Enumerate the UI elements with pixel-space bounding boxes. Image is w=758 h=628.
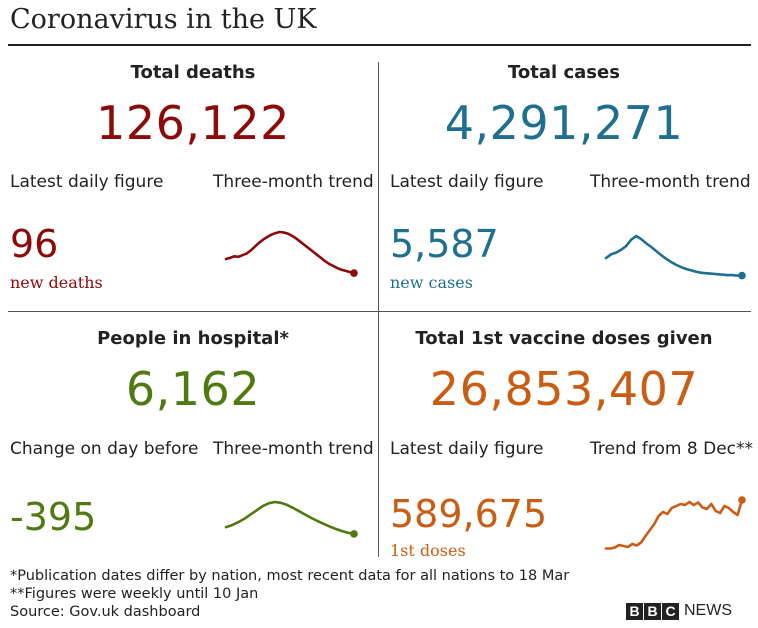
cases-trend-chart	[604, 234, 746, 280]
hospital-left-label: Change on day before	[10, 439, 199, 459]
vaccine-trend-line	[604, 498, 744, 550]
deaths-left-label: Latest daily figure	[10, 172, 164, 192]
footnote-weekly: **Figures were weekly until 10 Jan	[10, 586, 259, 602]
cases-trend-end-marker	[738, 271, 746, 280]
deaths-heading: Total deaths	[130, 62, 256, 83]
cases-heading: Total cases	[508, 62, 620, 83]
vaccine-trend-chart	[604, 496, 746, 550]
footnote-publication: *Publication dates differ by nation, mos…	[10, 568, 570, 584]
cases-trend-line	[604, 234, 744, 277]
bbc-letter: B	[644, 603, 661, 620]
footnote-source: Source: Gov.uk dashboard	[10, 604, 201, 620]
deaths-figure: 96	[10, 222, 59, 266]
bbc-news-logo: B B C NEWS	[626, 601, 732, 620]
bbc-news-word: NEWS	[684, 602, 732, 619]
hospital-trend-chart	[224, 500, 358, 538]
title-rule	[8, 44, 751, 46]
hospital-trend-line	[224, 500, 356, 536]
horizontal-divider	[8, 311, 751, 312]
cases-total: 4,291,271	[444, 96, 684, 150]
vaccine-heading: Total 1st vaccine doses given	[415, 328, 713, 349]
vaccine-trend-end-marker	[738, 496, 746, 504]
page-title: Coronavirus in the UK	[10, 4, 317, 35]
cases-right-label: Three-month trend	[590, 172, 751, 192]
deaths-trend-end-marker	[350, 269, 358, 277]
hospital-heading: People in hospital*	[97, 328, 289, 349]
vaccine-figure: 589,675	[390, 492, 548, 536]
deaths-trend-chart	[224, 230, 358, 277]
hospital-total: 6,162	[125, 362, 261, 416]
deaths-figure-note: new deaths	[10, 273, 103, 292]
vaccine-right-label: Trend from 8 Dec**	[590, 439, 754, 459]
hospital-figure: -395	[10, 495, 97, 539]
deaths-trend-line	[224, 230, 356, 275]
hospital-trend-end-marker	[350, 530, 358, 538]
cases-figure-note: new cases	[390, 273, 473, 292]
cases-left-label: Latest daily figure	[390, 172, 544, 192]
vertical-divider	[378, 62, 379, 557]
vaccine-figure-note: 1st doses	[390, 541, 466, 560]
bbc-letter: C	[662, 603, 679, 620]
deaths-total: 126,122	[96, 96, 290, 150]
cases-figure: 5,587	[390, 222, 499, 266]
vaccine-total: 26,853,407	[429, 362, 699, 416]
bbc-letter: B	[626, 603, 643, 620]
hospital-right-label: Three-month trend	[213, 439, 374, 459]
vaccine-left-label: Latest daily figure	[390, 439, 544, 459]
deaths-right-label: Three-month trend	[213, 172, 374, 192]
